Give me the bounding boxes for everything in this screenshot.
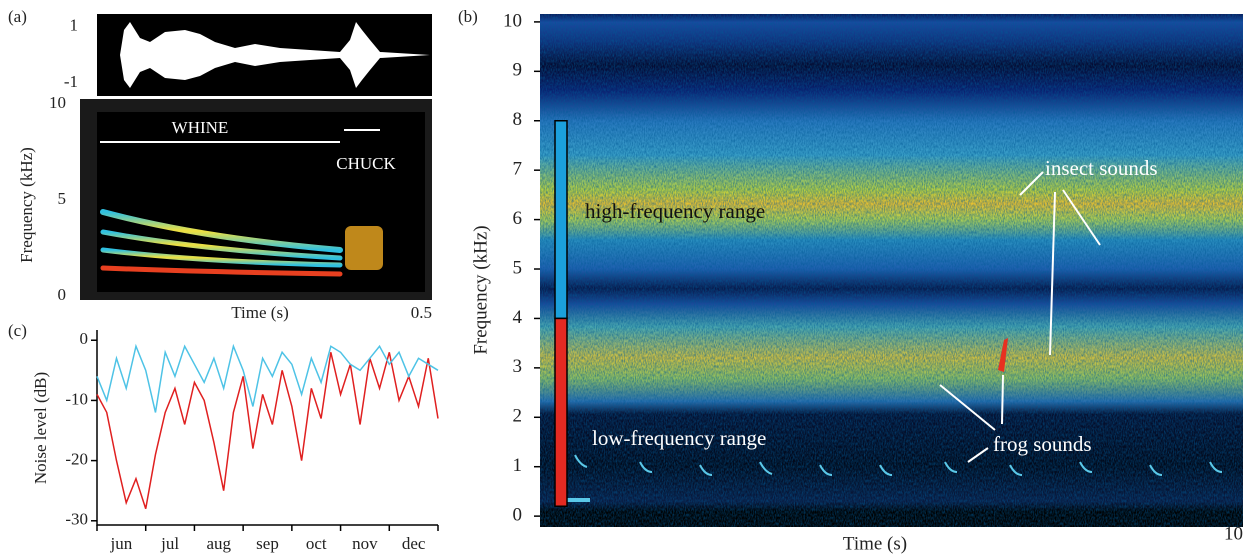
series-line — [96, 352, 439, 509]
chuck-blob — [345, 226, 383, 270]
y-tick-label: 7 — [513, 159, 523, 180]
y-axis-label: Frequency (kHz) — [470, 225, 491, 354]
y-tick-label: 5 — [58, 189, 67, 208]
frog-call-red — [998, 338, 1008, 372]
annotation: WHINE — [172, 118, 229, 137]
y-tick-label: 6 — [513, 208, 523, 229]
harmonics — [100, 209, 343, 277]
panel-label: (c) — [8, 321, 27, 340]
y-tick-label: 4 — [513, 307, 523, 328]
spectrogram-b-noise — [540, 14, 1243, 527]
y-tick-label: -20 — [65, 450, 88, 469]
range-bar — [554, 120, 568, 320]
annotation: CHUCK — [336, 154, 396, 173]
x-tick-label: nov — [352, 534, 378, 553]
annotation: insect sounds — [1045, 156, 1158, 180]
y-tick-label: 1 — [513, 455, 523, 476]
y-axis-label: Frequency (kHz) — [17, 147, 36, 263]
annotation: frog sounds — [993, 432, 1092, 456]
x-tick-label: 0.5 — [411, 303, 432, 322]
y-tick-label: 2 — [513, 406, 523, 427]
x-tick-label: dec — [402, 534, 426, 553]
x-tick-label: 10 — [1224, 523, 1243, 544]
y-tick-label: 10 — [49, 93, 66, 112]
y-tick-label: 1 — [70, 16, 79, 35]
panel-label: (b) — [458, 7, 478, 26]
x-tick-label: jun — [109, 534, 132, 553]
y-axis-label: Noise level (dB) — [31, 372, 50, 484]
y-tick-label: 0 — [80, 329, 89, 348]
y-tick-label: 5 — [513, 257, 523, 278]
range-bar — [554, 317, 568, 507]
range-label: high-frequency range — [585, 199, 765, 223]
waveform — [100, 22, 430, 88]
x-axis-label: Time (s) — [843, 533, 907, 554]
y-tick-label: -10 — [65, 389, 88, 408]
y-tick-label: 8 — [513, 109, 523, 130]
x-tick-label: oct — [306, 534, 327, 553]
y-tick-label: 0 — [58, 285, 67, 304]
panel-label: (a) — [8, 7, 27, 26]
x-axis-label: Time (s) — [231, 303, 288, 322]
x-tick-label: aug — [207, 534, 232, 553]
pointer-lines — [939, 171, 1101, 463]
range-label: low-frequency range — [592, 426, 766, 450]
y-tick-label: 0 — [513, 504, 523, 525]
x-tick-label: sep — [256, 534, 279, 553]
series-line — [96, 343, 439, 413]
x-tick-label: jul — [160, 534, 179, 553]
y-tick-label: 10 — [503, 10, 522, 31]
y-tick-label: -1 — [64, 72, 78, 91]
y-tick-label: 9 — [513, 60, 523, 81]
y-tick-label: 3 — [513, 356, 523, 377]
y-tick-label: -30 — [65, 510, 88, 529]
